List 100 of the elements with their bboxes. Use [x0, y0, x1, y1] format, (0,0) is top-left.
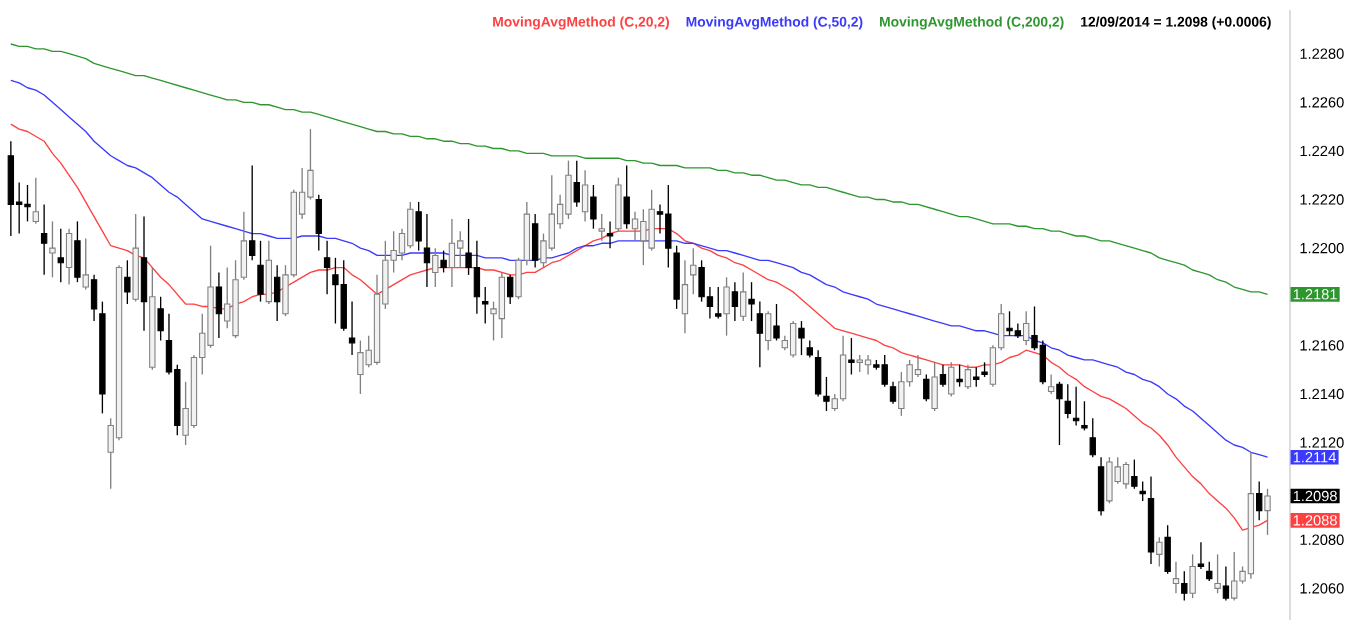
- candlestick: [1122, 461, 1130, 490]
- candlestick: [606, 220, 614, 249]
- candlestick: [673, 245, 680, 310]
- candlestick: [1047, 373, 1055, 395]
- candlestick: [681, 259, 689, 334]
- candlestick: [964, 364, 972, 390]
- candlestick: [248, 164, 256, 261]
- candlestick: [1006, 310, 1013, 337]
- candlestick: [914, 354, 922, 378]
- candlestick: [57, 228, 64, 283]
- candlestick: [1106, 456, 1113, 504]
- candlestick: [881, 354, 888, 388]
- candlestick: [82, 237, 89, 291]
- candlestick: [956, 364, 963, 388]
- candlestick: [448, 218, 456, 288]
- candlestick: [740, 271, 747, 322]
- candlestick: [773, 303, 780, 342]
- candlestick: [332, 257, 339, 325]
- candlestick: [1139, 480, 1146, 502]
- candlestick: [1089, 417, 1096, 458]
- candlestick: [798, 320, 805, 356]
- candlestick: [1172, 560, 1180, 594]
- candlestick: [90, 274, 98, 322]
- candlestick: [498, 271, 506, 339]
- candlestick: [315, 194, 322, 252]
- candlestick: [615, 177, 622, 232]
- candlestick: [581, 169, 589, 223]
- candlestick: [357, 339, 364, 395]
- candlestick: [1222, 565, 1230, 602]
- candlestick: [531, 213, 539, 269]
- candlestick: [948, 361, 955, 398]
- candlestick: [631, 211, 639, 242]
- candlestick: [665, 184, 672, 269]
- candlestick: [65, 228, 73, 286]
- candlestick: [140, 215, 148, 332]
- candlestick: [74, 220, 81, 283]
- candlestick: [939, 364, 947, 388]
- candlestick: [215, 271, 223, 339]
- candlestick: [1189, 553, 1196, 599]
- candlestick: [348, 300, 356, 356]
- candlestick: [864, 354, 872, 376]
- candlestick: [640, 208, 647, 266]
- candlestick: [598, 213, 605, 242]
- candlestick: [1181, 570, 1188, 602]
- candlestick: [323, 240, 331, 295]
- candlestick: [1056, 381, 1063, 446]
- candlestick: [731, 281, 739, 322]
- candlestick: [273, 264, 281, 322]
- candlestick: [1231, 551, 1238, 602]
- candlestick: [1097, 456, 1105, 517]
- candlestick: [49, 220, 56, 278]
- candlestick: [407, 201, 414, 249]
- candlestick: [648, 189, 655, 252]
- candlestick: [1131, 458, 1138, 490]
- candlestick: [440, 249, 447, 274]
- candlestick: [506, 274, 514, 305]
- candlestick: [1156, 536, 1163, 568]
- candlestick: [265, 240, 273, 305]
- candlestick: [923, 373, 930, 402]
- candlestick: [764, 310, 772, 351]
- candlestick: [1064, 383, 1071, 419]
- candlestick: [1214, 553, 1221, 594]
- candlestick: [24, 184, 31, 223]
- candlestick: [789, 320, 797, 359]
- candlestick: [32, 177, 40, 225]
- candlestick: [340, 259, 347, 332]
- candlestick: [40, 203, 48, 276]
- candlestick: [423, 213, 431, 288]
- candlestick: [973, 366, 980, 388]
- candlestick: [839, 334, 847, 402]
- candlestick: [257, 240, 264, 303]
- candlestick: [1014, 322, 1022, 339]
- candlestick: [124, 259, 131, 305]
- candlestick: [240, 211, 248, 281]
- candlestick: [814, 349, 822, 398]
- candlestick: [473, 240, 481, 315]
- candlestick: [565, 159, 572, 220]
- candlestick: [748, 281, 755, 322]
- candlestick: [756, 300, 764, 368]
- candlestick: [1256, 480, 1263, 521]
- candlestick: [698, 259, 705, 303]
- candlestick: [1164, 524, 1171, 575]
- candlestick: [1264, 488, 1271, 536]
- candlestick: [623, 164, 630, 230]
- candlestick: [723, 276, 730, 337]
- candlestick: [889, 381, 897, 405]
- candlestick: [1039, 339, 1047, 385]
- candlestick: [432, 247, 439, 288]
- candlestick: [1197, 541, 1205, 570]
- candlestick: [157, 296, 164, 342]
- candlestick: [690, 247, 697, 295]
- candlestick: [224, 266, 231, 330]
- candlestick: [848, 337, 855, 376]
- candlestick: [482, 286, 489, 325]
- candlestick: [898, 371, 905, 417]
- candlestick: [1206, 560, 1213, 582]
- candlestick: [823, 376, 830, 412]
- candlestick: [457, 230, 464, 269]
- candlestick: [1022, 310, 1030, 347]
- candlestick: [590, 184, 597, 230]
